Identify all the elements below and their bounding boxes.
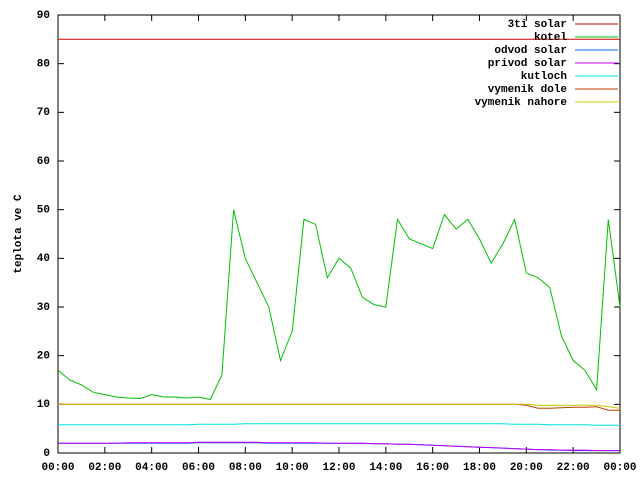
y-tick-label: 90 (37, 10, 50, 22)
legend-label: vymenik nahore (475, 97, 568, 109)
x-tick-label: 00:00 (603, 462, 636, 474)
y-tick-label: 20 (37, 351, 50, 363)
y-tick-label: 0 (43, 448, 50, 460)
y-tick-label: 70 (37, 107, 50, 119)
y-tick-label: 80 (37, 59, 50, 71)
y-tick-label: 30 (37, 302, 50, 314)
x-tick-label: 10:00 (276, 462, 309, 474)
legend-label: privod solar (488, 58, 567, 70)
y-tick-label: 60 (37, 156, 50, 168)
series-line (57, 209, 621, 401)
x-tick-label: 14:00 (369, 462, 402, 474)
x-tick-label: 18:00 (463, 462, 496, 474)
x-tick-label: 20:00 (510, 462, 543, 474)
series-line (58, 403, 621, 409)
series-line (58, 423, 620, 426)
x-tick-label: 04:00 (135, 462, 168, 474)
x-tick-label: 00:00 (41, 462, 74, 474)
y-tick-label: 10 (37, 399, 50, 411)
series-line (58, 441, 620, 452)
y-axis-label: teplota ve C (13, 194, 25, 274)
legend-label: vymenik dole (488, 84, 568, 96)
legend-label: kotel (534, 32, 567, 44)
legend-label: odvod solar (494, 45, 567, 57)
x-tick-label: 08:00 (229, 462, 262, 474)
x-tick-label: 06:00 (182, 462, 215, 474)
x-tick-label: 16:00 (416, 462, 449, 474)
x-tick-label: 12:00 (322, 462, 355, 474)
legend-label: 3ti solar (508, 19, 567, 31)
x-tick-label: 22:00 (557, 462, 590, 474)
x-tick-label: 02:00 (88, 462, 121, 474)
y-tick-label: 40 (37, 253, 50, 265)
legend-label: kutloch (521, 71, 567, 83)
y-tick-label: 50 (37, 205, 50, 217)
